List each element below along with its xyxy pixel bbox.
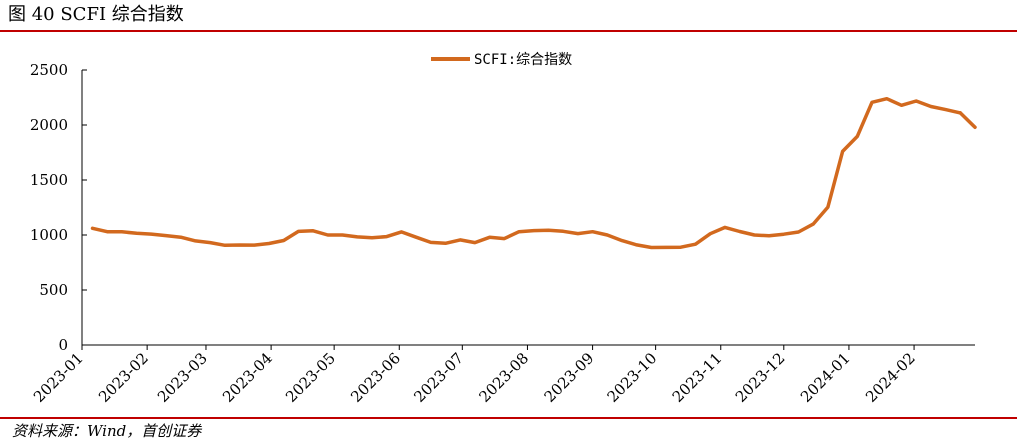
chart-legend: SCFI:综合指数: [431, 52, 572, 68]
x-tick-label: 2023-02: [95, 349, 152, 406]
y-tick-label: 2500: [30, 61, 68, 79]
y-tick-label: 1500: [30, 171, 68, 189]
x-tick-label: 2023-04: [219, 349, 276, 406]
x-tick-label: 2024-01: [797, 349, 854, 406]
y-tick-label: 0: [58, 336, 68, 354]
series-line-0: [90, 96, 963, 250]
bottom-rule: [0, 417, 1017, 419]
x-tick-label: 2023-06: [347, 349, 404, 406]
y-tick-label: 2000: [30, 116, 68, 134]
source-note: 资料来源：Wind，首创证券: [12, 422, 202, 440]
x-tick-label: 2024-02: [862, 349, 919, 406]
chart-series: [90, 96, 977, 250]
x-tick-label: 2023-07: [410, 349, 467, 406]
top-rule: [0, 30, 1017, 32]
x-tick-label: 2023-10: [604, 349, 661, 406]
legend-label: SCFI:综合指数: [474, 52, 572, 68]
series-line-1: [958, 111, 977, 130]
x-tick-label: 2023-12: [732, 349, 789, 406]
x-tick-label: 2023-08: [475, 349, 532, 406]
x-tick-label: 2023-01: [30, 349, 87, 406]
x-tick-label: 2023-03: [154, 349, 211, 406]
y-tick-label: 500: [39, 281, 68, 299]
x-tick-label: 2023-09: [541, 349, 598, 406]
x-tick-label: 2023-05: [282, 349, 339, 406]
y-tick-label: 1000: [30, 226, 68, 244]
x-tick-label: 2023-11: [669, 349, 726, 406]
figure-title: 图 40 SCFI 综合指数: [8, 4, 184, 25]
